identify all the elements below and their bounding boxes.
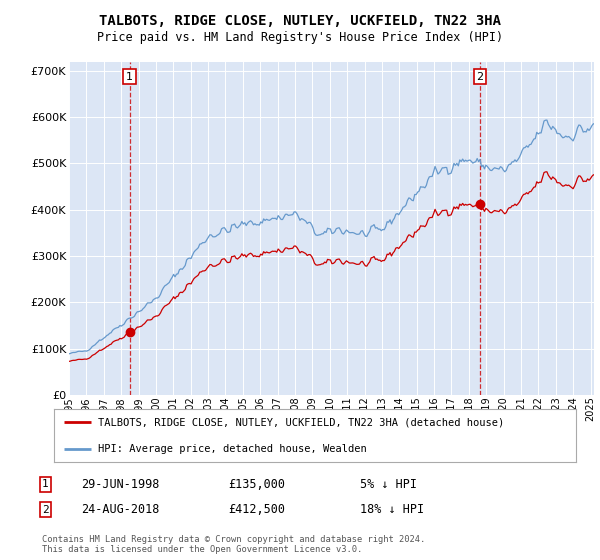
Text: £412,500: £412,500 — [228, 503, 285, 516]
Text: 2: 2 — [476, 72, 484, 82]
Text: 24-AUG-2018: 24-AUG-2018 — [81, 503, 160, 516]
Text: £135,000: £135,000 — [228, 478, 285, 491]
Text: 18% ↓ HPI: 18% ↓ HPI — [360, 503, 424, 516]
Text: 2: 2 — [42, 505, 49, 515]
Text: HPI: Average price, detached house, Wealden: HPI: Average price, detached house, Weal… — [98, 444, 367, 454]
Text: TALBOTS, RIDGE CLOSE, NUTLEY, UCKFIELD, TN22 3HA (detached house): TALBOTS, RIDGE CLOSE, NUTLEY, UCKFIELD, … — [98, 417, 505, 427]
Text: Price paid vs. HM Land Registry's House Price Index (HPI): Price paid vs. HM Land Registry's House … — [97, 31, 503, 44]
Text: Contains HM Land Registry data © Crown copyright and database right 2024.
This d: Contains HM Land Registry data © Crown c… — [42, 535, 425, 554]
Text: 29-JUN-1998: 29-JUN-1998 — [81, 478, 160, 491]
Text: 5% ↓ HPI: 5% ↓ HPI — [360, 478, 417, 491]
Text: 1: 1 — [126, 72, 133, 82]
Text: TALBOTS, RIDGE CLOSE, NUTLEY, UCKFIELD, TN22 3HA: TALBOTS, RIDGE CLOSE, NUTLEY, UCKFIELD, … — [99, 14, 501, 28]
Text: 1: 1 — [42, 479, 49, 489]
